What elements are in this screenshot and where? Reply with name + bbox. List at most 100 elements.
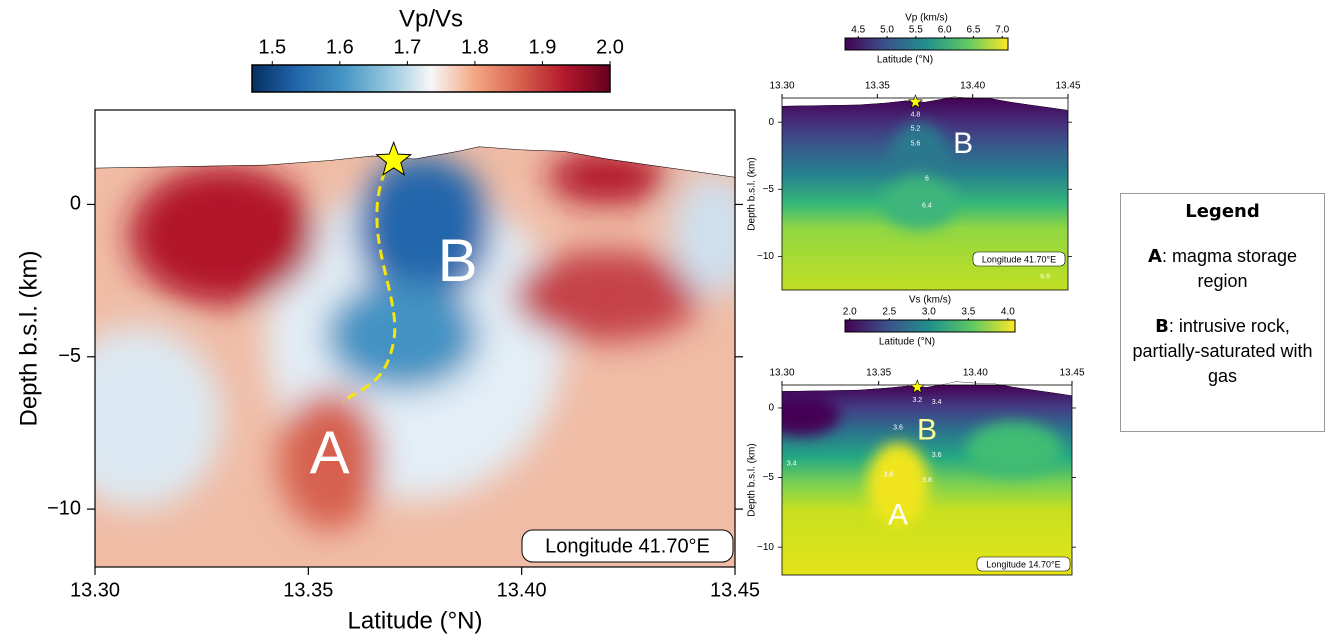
y-tick-label: −10 <box>757 542 774 553</box>
colorbar <box>844 37 1009 51</box>
field-blob <box>547 149 667 205</box>
x-tick-label: 13.30 <box>769 81 794 92</box>
ascent-path <box>341 170 397 404</box>
annotation: 3.6 <box>932 452 942 459</box>
annotation: 3.6 <box>893 424 903 431</box>
vent-star <box>909 379 925 394</box>
y-tick-label: −10 <box>47 497 81 519</box>
colorbar-label: Vp/Vs <box>399 5 463 32</box>
field-blob <box>881 175 958 230</box>
annotation: 3.4 <box>787 460 797 467</box>
colorbar-tick-label: 5.5 <box>909 25 923 36</box>
x-tick-label: 13.40 <box>963 368 988 379</box>
topography <box>95 146 735 178</box>
annotation: B <box>917 414 937 447</box>
legend-box: Legend A: magma storage region B: intrus… <box>1120 193 1325 432</box>
x-tick-label: 13.45 <box>1055 81 1080 92</box>
y-tick-label: −5 <box>763 472 775 483</box>
field-blob <box>278 390 381 531</box>
annotation: A <box>888 498 908 531</box>
x-axis-label: Latitude (°N) <box>877 55 933 66</box>
colorbar-tick-label: 3.5 <box>961 307 975 318</box>
x-tick-label: 13.45 <box>710 579 760 601</box>
annotation: 5.2 <box>911 126 921 133</box>
y-axis-label: Depth b.s.l. (km) <box>747 157 758 230</box>
annotation: 3.2 <box>912 397 922 404</box>
legend-text: : magma storage region <box>1161 246 1297 291</box>
y-tick-label: 0 <box>70 193 81 215</box>
colorbar-tick-label: 1.6 <box>326 36 354 58</box>
annotation: Longitude 41.70°E <box>545 535 710 557</box>
annotation: 5.6 <box>911 140 921 147</box>
colorbar-tick-label: 4.0 <box>1001 307 1015 318</box>
annotation-box <box>521 529 734 563</box>
annotation: Longitude 14.70°E <box>986 559 1060 569</box>
field <box>782 381 1072 575</box>
y-axis-label: Depth b.s.l. (km) <box>747 443 758 516</box>
y-tick-label: −5 <box>763 184 775 195</box>
colorbar <box>844 319 1016 333</box>
plot-frame <box>781 97 1069 291</box>
legend-text: : intrusive rock, partially-saturated wi… <box>1132 316 1313 386</box>
colorbar-label: Vp (km/s) <box>905 13 948 24</box>
annotation: B <box>438 227 478 294</box>
field-blob <box>671 173 735 296</box>
x-axis-label: Latitude (°N) <box>879 337 935 348</box>
y-axis-label: Depth b.s.l. (km) <box>15 250 42 426</box>
field <box>95 146 735 567</box>
colorbar-tick-label: 2.5 <box>882 307 896 318</box>
annotation: 4.8 <box>911 112 921 119</box>
x-tick-label: 13.40 <box>960 81 985 92</box>
colorbar-tick-label: 5.0 <box>880 25 894 36</box>
field-blobs <box>782 394 1063 527</box>
field-blob <box>129 164 317 305</box>
annotation: 3.8 <box>883 472 893 479</box>
legend-item: B: intrusive rock, partially-saturated w… <box>1127 314 1318 389</box>
x-tick-label: 13.35 <box>866 368 891 379</box>
colorbar-tick-label: 1.8 <box>461 36 489 58</box>
legend-item: A: magma storage region <box>1127 244 1318 294</box>
vent-star <box>907 94 923 109</box>
field-blob <box>513 250 701 342</box>
colorbar-tick-label: 3.0 <box>922 307 936 318</box>
y-tick-label: −10 <box>757 251 774 262</box>
legend-title: Legend <box>1185 201 1260 222</box>
legend-key: B <box>1155 316 1169 337</box>
colorbar-tick-label: 6.0 <box>938 25 952 36</box>
annotation: 6.8 <box>1040 273 1050 280</box>
x-tick-label: 13.45 <box>1059 368 1084 379</box>
colorbar-tick-label: 1.7 <box>393 36 421 58</box>
colorbar-tick-label: 6.5 <box>966 25 980 36</box>
x-axis-label: Latitude (°N) <box>348 607 483 634</box>
plot-frame <box>781 384 1073 576</box>
colorbar-tick-label: 2.0 <box>843 307 857 318</box>
x-tick-label: 13.35 <box>283 579 333 601</box>
annotation: 6.4 <box>922 202 932 209</box>
x-tick-label: 13.30 <box>70 579 120 601</box>
y-tick-label: 0 <box>768 117 774 128</box>
colorbar-label: Vs (km/s) <box>909 295 951 306</box>
plot-frame <box>94 109 736 568</box>
annotation-box <box>976 556 1071 572</box>
field-blob <box>965 421 1063 478</box>
annotation: 6 <box>925 175 929 182</box>
annotation-box <box>972 251 1066 267</box>
annotation: A <box>310 419 350 486</box>
vent-star <box>375 140 413 176</box>
legend-key: A <box>1148 246 1162 267</box>
annotation: 3.4 <box>932 399 942 406</box>
annotation: 3.8 <box>922 477 932 484</box>
field-blobs <box>881 122 958 230</box>
annotation: Longitude 41.70°E <box>982 254 1056 264</box>
colorbar-tick-label: 4.5 <box>851 25 865 36</box>
field-blob <box>782 394 840 436</box>
colorbar-tick-label: 7.0 <box>995 25 1009 36</box>
x-tick-label: 13.40 <box>497 579 547 601</box>
x-tick-label: 13.35 <box>865 81 890 92</box>
colorbar-tick-label: 1.5 <box>258 36 286 58</box>
field-blob <box>867 442 929 527</box>
y-tick-label: 0 <box>768 403 774 414</box>
field-blob <box>325 280 480 391</box>
